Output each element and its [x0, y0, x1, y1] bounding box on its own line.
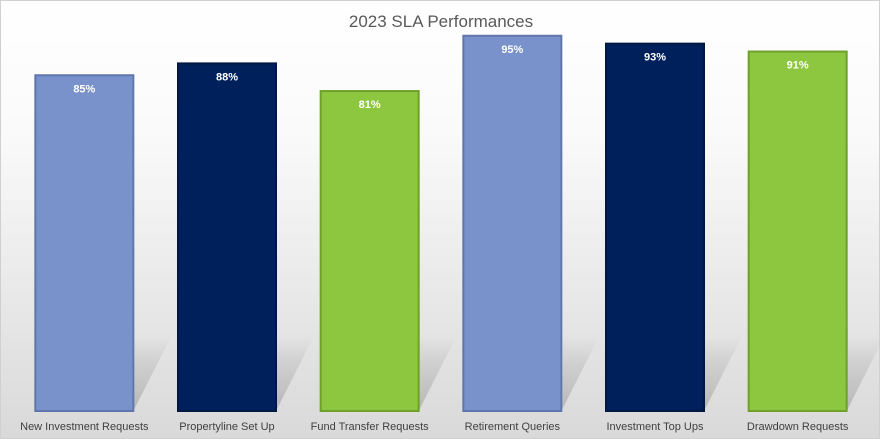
bar: [462, 34, 563, 412]
category-tick-label: Propertyline Set Up: [179, 421, 274, 433]
bar: [319, 90, 420, 413]
data-label: 88%: [216, 71, 238, 83]
bar: [34, 74, 135, 412]
category-tick-label: New Investment Requests: [20, 421, 149, 433]
category-tick-label: Fund Transfer Requests: [311, 421, 430, 433]
data-label: 81%: [359, 99, 381, 111]
bar: [747, 50, 848, 413]
category-tick-label: Investment Top Ups: [606, 421, 704, 433]
category-tick-label: Retirement Queries: [465, 421, 561, 433]
category-tick-label: Drawdown Requests: [747, 421, 849, 433]
bars: [34, 34, 848, 413]
data-label: 85%: [73, 83, 95, 95]
data-labels: 85% 88% 81% 95% 93% 91%: [73, 44, 809, 111]
data-label: 95%: [501, 44, 523, 56]
bar: [605, 42, 705, 413]
bar: [177, 62, 277, 413]
data-label: 91%: [787, 60, 809, 72]
category-axis-labels: New Investment Requests Propertyline Set …: [20, 421, 849, 433]
data-label: 93%: [644, 52, 666, 64]
chart-title: 2023 SLA Performances: [349, 12, 533, 31]
